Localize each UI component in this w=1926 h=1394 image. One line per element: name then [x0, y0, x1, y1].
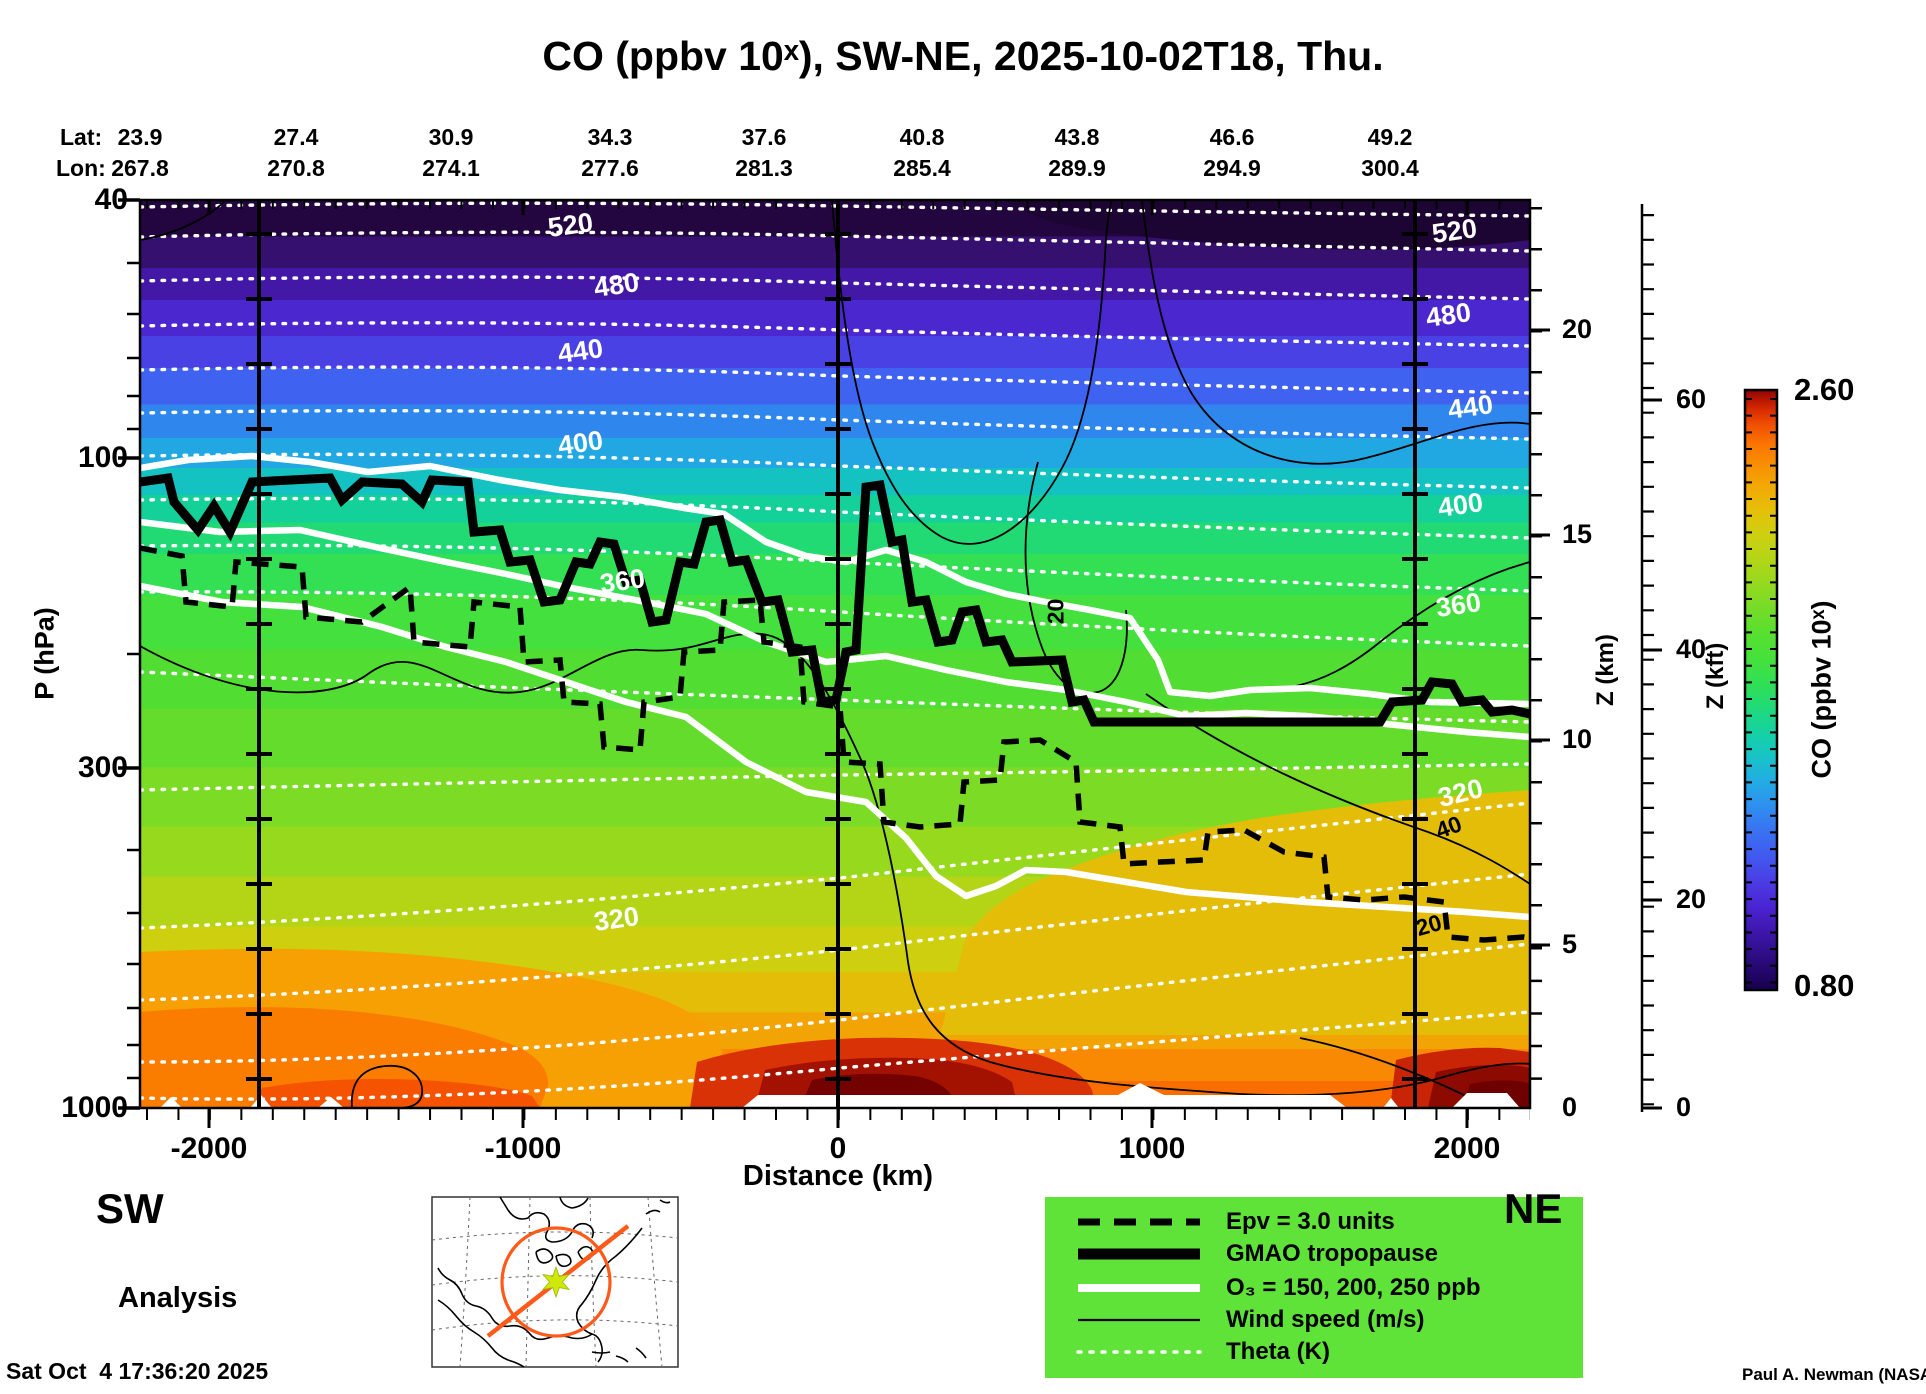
wind-label: 20 — [1042, 598, 1069, 625]
transect-circle — [500, 1226, 612, 1338]
zkm-tick: 10 — [1562, 724, 1593, 754]
x-tick: -1000 — [484, 1132, 562, 1165]
page-title: CO (ppbv 10ˣ), SW-NE, 2025-10-02T18, Thu… — [542, 33, 1384, 79]
x-tick: 0 — [829, 1132, 847, 1165]
lat-value: 37.6 — [741, 124, 787, 150]
theta-label: 480 — [1424, 297, 1473, 333]
lat-value: 40.8 — [899, 124, 945, 150]
x-axis-label: Distance (km) — [742, 1160, 934, 1192]
lat-value: 43.8 — [1054, 124, 1100, 150]
theta-label: 400 — [556, 425, 605, 461]
zkft-axis-label: Z (kft) — [1702, 642, 1729, 710]
plot-axes — [118, 198, 1550, 1128]
lon-value: 270.8 — [267, 155, 325, 181]
lat-row-label: Lat: — [60, 124, 103, 150]
credit: Paul A. Newman (NASA — [1742, 1365, 1926, 1384]
legend-label-wind: Wind speed (m/s) — [1226, 1306, 1425, 1333]
zkft-tick: 60 — [1676, 384, 1707, 414]
tropopause-line — [140, 472, 1530, 727]
run-type-label: Analysis — [118, 1282, 238, 1314]
legend-label-theta: Theta (K) — [1226, 1338, 1330, 1365]
theta-label: 440 — [556, 333, 605, 369]
lat-value: 46.6 — [1209, 124, 1255, 150]
theta-label: 480 — [592, 267, 641, 303]
surface-topography — [160, 1083, 1520, 1108]
sw-corner-label: SW — [96, 1185, 164, 1232]
lat-value: 23.9 — [117, 124, 163, 150]
p-tick: 40 — [94, 183, 128, 216]
map-inset — [431, 1196, 679, 1368]
lat-value: 49.2 — [1367, 124, 1413, 150]
zkft-tick: 20 — [1676, 884, 1707, 914]
legend-box — [1045, 1197, 1583, 1378]
p-tick: 1000 — [61, 1091, 128, 1124]
legend-label-tropopause: GMAO tropopause — [1226, 1240, 1439, 1267]
lon-value: 294.9 — [1203, 155, 1261, 181]
theta-label: 520 — [1430, 213, 1479, 249]
p-tick: 300 — [77, 751, 128, 784]
zkm-tick: 15 — [1562, 519, 1593, 549]
legend-label-epv: Epv = 3.0 units — [1226, 1208, 1395, 1235]
legend-label-ozone: O₃ = 150, 200, 250 ppb — [1226, 1274, 1481, 1301]
theta-label: 320 — [592, 901, 641, 937]
theta-label: 360 — [1434, 587, 1483, 623]
theta-label: 520 — [546, 207, 595, 243]
lon-value: 281.3 — [735, 155, 793, 181]
lon-value: 267.8 — [111, 155, 169, 181]
lat-value: 27.4 — [273, 124, 319, 150]
lat-value: 30.9 — [428, 124, 474, 150]
theta-label: 400 — [1436, 487, 1485, 523]
waypoint-lines — [246, 200, 1428, 1108]
p-tick: 100 — [77, 441, 128, 474]
theta-label: 440 — [1446, 389, 1495, 425]
lon-value: 289.9 — [1048, 155, 1106, 181]
zkm-axis-label: Z (km) — [1592, 634, 1619, 706]
location-star-icon — [541, 1265, 571, 1299]
x-tick: -2000 — [170, 1132, 248, 1165]
lon-row-label: Lon: — [56, 155, 106, 181]
z-kft-axis — [1640, 204, 1662, 1112]
timestamp: Sat Oct 4 17:36:20 2025 — [6, 1358, 269, 1384]
lon-value: 274.1 — [422, 155, 480, 181]
p-axis-label: P (hPa) — [29, 607, 60, 700]
zkft-tick: 0 — [1676, 1092, 1692, 1122]
colorbar-label: CO (ppbv 10ˣ) — [1806, 600, 1837, 779]
zkm-tick: 0 — [1562, 1092, 1578, 1122]
zkm-tick: 20 — [1562, 314, 1593, 344]
lon-value: 277.6 — [581, 155, 639, 181]
x-tick: 2000 — [1433, 1132, 1501, 1165]
colorbar-min: 0.80 — [1794, 968, 1855, 1003]
colorbar — [1743, 388, 1779, 992]
zkm-tick: 5 — [1562, 929, 1578, 959]
co-filled-contours — [140, 200, 1530, 1108]
map-graticule — [431, 1196, 679, 1368]
zkft-tick: 40 — [1676, 634, 1707, 664]
x-tick: 1000 — [1118, 1132, 1186, 1165]
lon-value: 285.4 — [893, 155, 951, 181]
theta-label: 360 — [598, 563, 647, 599]
lat-value: 34.3 — [587, 124, 633, 150]
lon-value: 300.4 — [1361, 155, 1419, 181]
ne-corner-label: NE — [1504, 1185, 1563, 1232]
ozone-contours — [140, 452, 1530, 921]
colorbar-max: 2.60 — [1794, 372, 1855, 407]
